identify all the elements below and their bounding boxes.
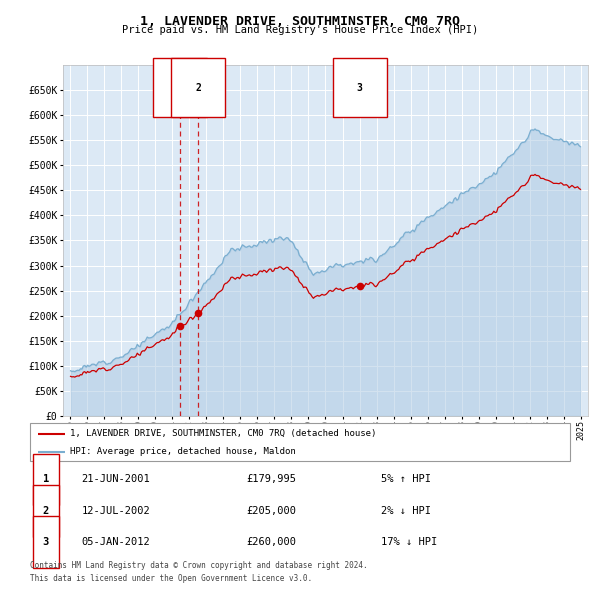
FancyBboxPatch shape <box>33 454 59 506</box>
Text: Price paid vs. HM Land Registry's House Price Index (HPI): Price paid vs. HM Land Registry's House … <box>122 25 478 35</box>
Text: 2: 2 <box>43 506 49 516</box>
Text: 2: 2 <box>195 83 201 93</box>
Text: £205,000: £205,000 <box>246 506 296 516</box>
FancyBboxPatch shape <box>33 516 59 568</box>
FancyBboxPatch shape <box>30 423 570 461</box>
FancyBboxPatch shape <box>33 485 59 537</box>
Text: Contains HM Land Registry data © Crown copyright and database right 2024.: Contains HM Land Registry data © Crown c… <box>30 561 368 570</box>
Text: 21-JUN-2001: 21-JUN-2001 <box>82 474 150 484</box>
Text: 3: 3 <box>43 537 49 548</box>
Text: 05-JAN-2012: 05-JAN-2012 <box>82 537 150 548</box>
Text: HPI: Average price, detached house, Maldon: HPI: Average price, detached house, Mald… <box>71 447 296 456</box>
Text: 12-JUL-2002: 12-JUL-2002 <box>82 506 150 516</box>
Text: 1: 1 <box>43 474 49 484</box>
Text: £179,995: £179,995 <box>246 474 296 484</box>
Text: £260,000: £260,000 <box>246 537 296 548</box>
Text: 1, LAVENDER DRIVE, SOUTHMINSTER, CM0 7RQ: 1, LAVENDER DRIVE, SOUTHMINSTER, CM0 7RQ <box>140 15 460 28</box>
Text: 2% ↓ HPI: 2% ↓ HPI <box>381 506 431 516</box>
Text: This data is licensed under the Open Government Licence v3.0.: This data is licensed under the Open Gov… <box>30 574 312 583</box>
Text: 3: 3 <box>357 83 362 93</box>
Text: 1: 1 <box>177 83 183 93</box>
Text: 1, LAVENDER DRIVE, SOUTHMINSTER, CM0 7RQ (detached house): 1, LAVENDER DRIVE, SOUTHMINSTER, CM0 7RQ… <box>71 430 377 438</box>
Text: 5% ↑ HPI: 5% ↑ HPI <box>381 474 431 484</box>
Text: 17% ↓ HPI: 17% ↓ HPI <box>381 537 437 548</box>
